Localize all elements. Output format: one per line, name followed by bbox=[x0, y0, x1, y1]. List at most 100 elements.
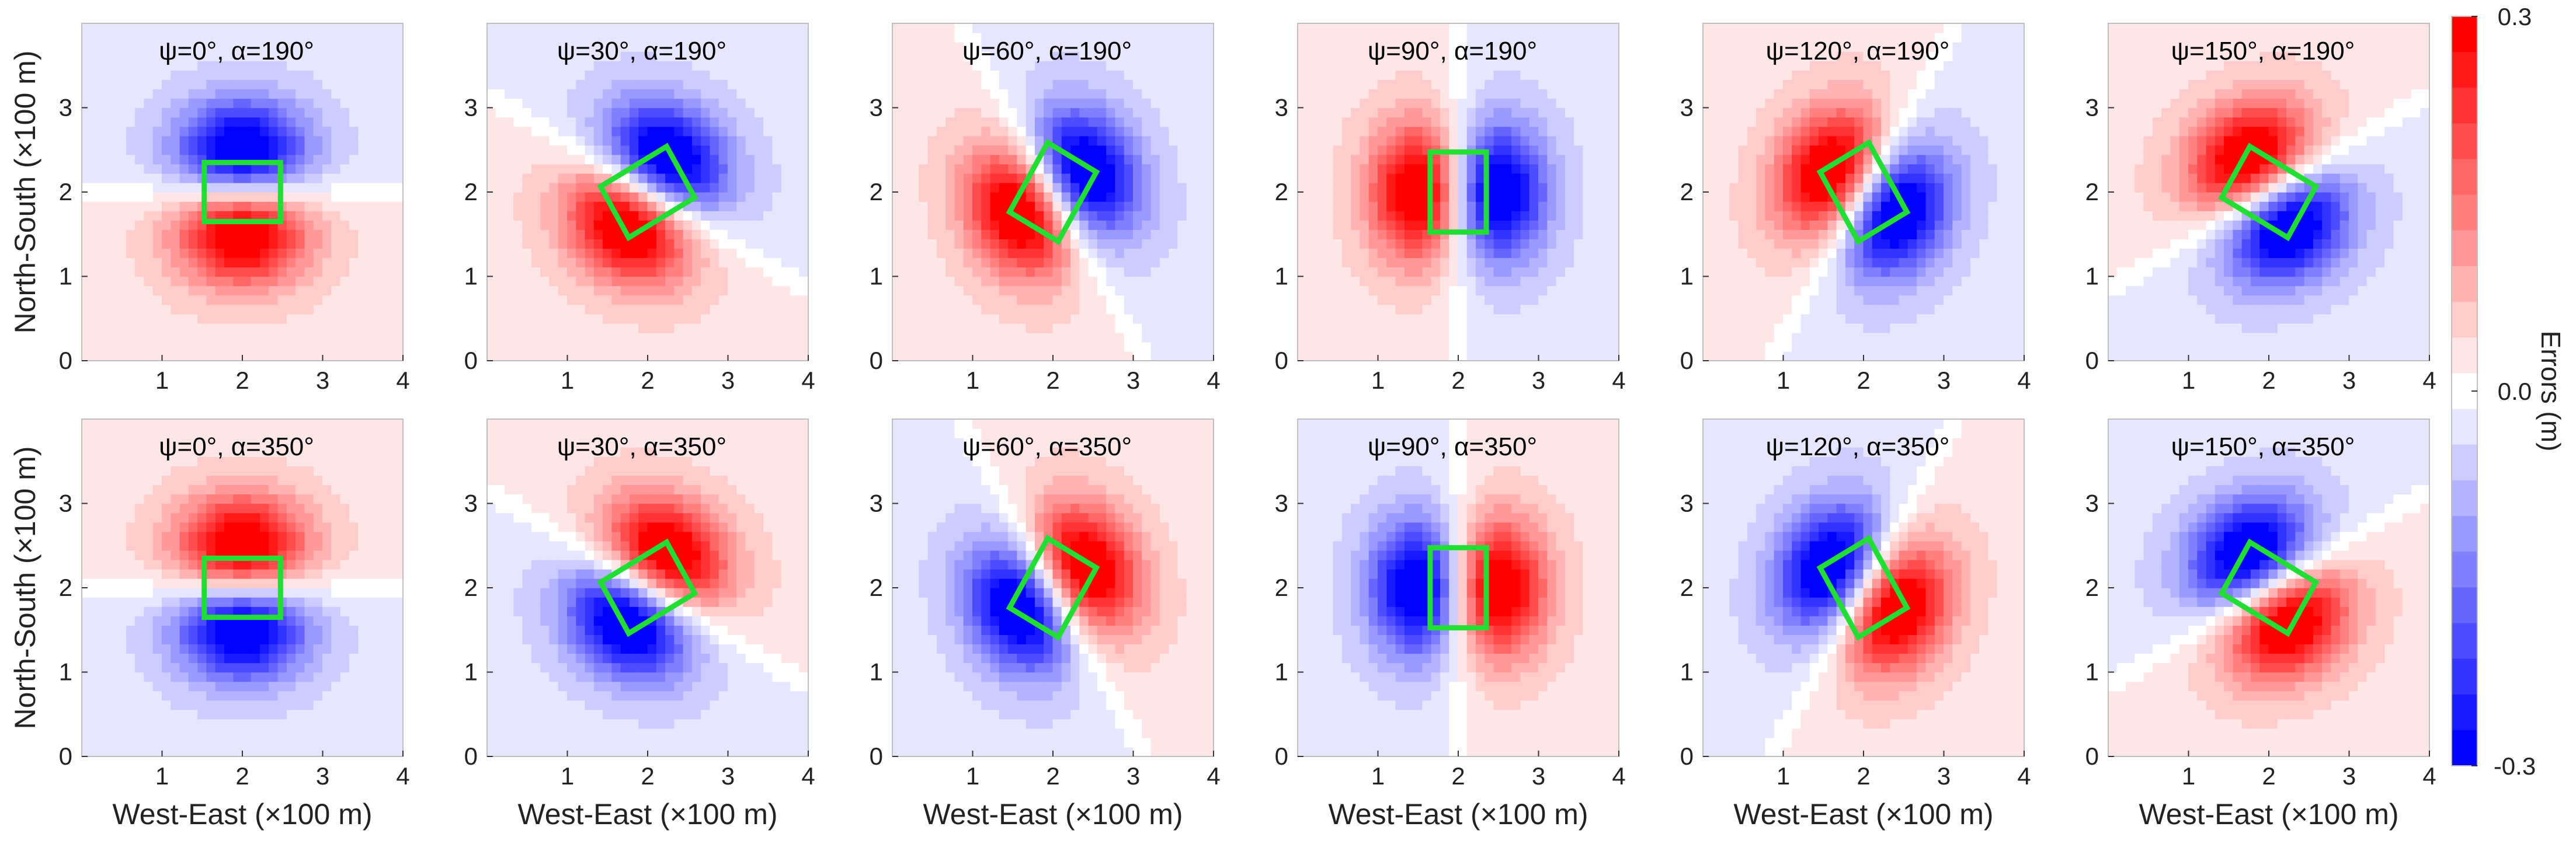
heat-cell bbox=[892, 210, 902, 221]
heat-cell bbox=[745, 201, 756, 211]
heat-cell bbox=[710, 238, 719, 249]
heat-cell bbox=[188, 341, 199, 352]
heat-cell bbox=[162, 135, 172, 146]
heat-cell bbox=[513, 79, 523, 90]
heat-cell bbox=[665, 88, 675, 99]
heat-cell bbox=[269, 276, 279, 287]
heat-cell bbox=[82, 117, 91, 127]
heat-cell bbox=[927, 191, 938, 202]
heat-cell bbox=[135, 219, 145, 230]
heat-cell bbox=[656, 88, 666, 99]
heat-cell bbox=[683, 276, 693, 287]
heat-cell bbox=[1052, 51, 1062, 61]
heat-cell bbox=[1025, 32, 1036, 43]
heat-cell bbox=[394, 351, 403, 361]
heat-cell bbox=[1493, 154, 1504, 165]
y-tick-label: 2 bbox=[464, 178, 478, 205]
heat-cell bbox=[394, 201, 403, 211]
heat-cell bbox=[963, 304, 974, 315]
heat-cell bbox=[1341, 238, 1352, 249]
heat-cell bbox=[1476, 304, 1486, 315]
heat-cell bbox=[531, 60, 541, 71]
heat-cell bbox=[1044, 32, 1054, 43]
heat-cell bbox=[972, 332, 982, 343]
heat-cell bbox=[1195, 341, 1205, 352]
heat-cell bbox=[376, 88, 386, 99]
heat-cell bbox=[1150, 285, 1161, 296]
heat-cell bbox=[269, 79, 279, 90]
heat-cell bbox=[1079, 145, 1089, 155]
heat-cell bbox=[1431, 117, 1441, 127]
heat-cell bbox=[358, 163, 368, 174]
heat-cell bbox=[331, 201, 341, 211]
heat-cell bbox=[1298, 201, 1307, 211]
heat-cell bbox=[313, 163, 324, 174]
heat-cell bbox=[376, 276, 386, 287]
heat-cell bbox=[1298, 51, 1307, 61]
heat-cell bbox=[1485, 341, 1494, 352]
heat-cell bbox=[1008, 51, 1018, 61]
heat-cell bbox=[269, 351, 279, 361]
heat-cell bbox=[1025, 266, 1036, 277]
heat-cell bbox=[910, 163, 920, 174]
heat-cell bbox=[585, 313, 595, 324]
heat-cell bbox=[1502, 285, 1513, 296]
heat-cell bbox=[179, 295, 190, 305]
heat-cell bbox=[358, 304, 368, 315]
heat-cell bbox=[927, 51, 938, 61]
heat-cell bbox=[1315, 107, 1325, 118]
heat-cell bbox=[1404, 276, 1414, 287]
heat-cell bbox=[1124, 173, 1134, 183]
heat-cell bbox=[963, 276, 974, 287]
heat-cell bbox=[1368, 257, 1379, 268]
heat-cell bbox=[233, 60, 243, 71]
heat-cell bbox=[531, 107, 541, 118]
heat-cell bbox=[1324, 135, 1334, 146]
heat-cell bbox=[540, 210, 550, 221]
heat-cell bbox=[322, 341, 332, 352]
heat-cell bbox=[1204, 182, 1214, 193]
heat-cell bbox=[585, 266, 595, 277]
heat-cell bbox=[126, 332, 136, 343]
heat-cell bbox=[1520, 135, 1530, 146]
heat-cell bbox=[82, 210, 91, 221]
heat-cell bbox=[99, 351, 109, 361]
heat-cell bbox=[1538, 304, 1548, 315]
heat-cell bbox=[99, 247, 109, 259]
heat-cell bbox=[1458, 163, 1468, 174]
heat-cell bbox=[367, 313, 377, 324]
heat-cell bbox=[745, 182, 756, 193]
heat-cell bbox=[495, 332, 506, 343]
heat-cell bbox=[1511, 238, 1521, 249]
heat-cell bbox=[340, 323, 350, 333]
heat-cell bbox=[1502, 295, 1513, 305]
heat-cell bbox=[790, 276, 800, 287]
heat-cell bbox=[313, 97, 324, 109]
heat-cell bbox=[1324, 285, 1334, 296]
heat-cell bbox=[90, 341, 100, 352]
heat-cell bbox=[691, 210, 702, 221]
heat-cell bbox=[593, 323, 604, 333]
heat-cell bbox=[611, 41, 621, 52]
heat-cell bbox=[135, 60, 145, 71]
heat-cell bbox=[251, 313, 261, 324]
heat-cell bbox=[892, 135, 902, 146]
heat-cell bbox=[1204, 126, 1214, 137]
heat-cell bbox=[1351, 135, 1361, 146]
heat-cell bbox=[82, 32, 91, 43]
heat-cell bbox=[1017, 323, 1027, 333]
heat-cell bbox=[1440, 69, 1450, 81]
heat-cell bbox=[251, 295, 261, 305]
heat-cell bbox=[394, 332, 403, 343]
heat-cell bbox=[286, 219, 297, 230]
heat-cell bbox=[331, 351, 341, 361]
heat-cell bbox=[963, 341, 974, 352]
heat-cell bbox=[745, 247, 756, 259]
heat-cell bbox=[531, 304, 541, 315]
heat-cell bbox=[1025, 247, 1036, 259]
heat-cell bbox=[736, 126, 746, 137]
heat-cell bbox=[367, 60, 377, 71]
heat-cell bbox=[1133, 210, 1143, 221]
heat-cell bbox=[82, 285, 91, 296]
heat-cell bbox=[665, 191, 675, 202]
